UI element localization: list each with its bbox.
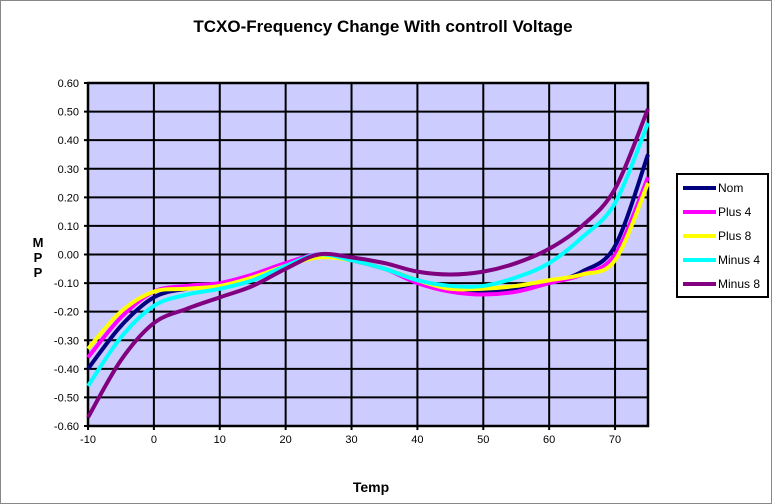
y-axis-label: MPP	[32, 235, 44, 280]
y-tick-label: -0.10	[54, 278, 79, 290]
y-tick-label: 0.30	[58, 164, 79, 176]
y-tick-label: -0.30	[54, 335, 79, 347]
x-tick-label: 0	[151, 434, 157, 446]
x-tick-label: 20	[280, 434, 292, 446]
legend-label: Minus 4	[718, 253, 760, 267]
y-tick-label: 0.50	[58, 107, 79, 119]
x-tick-label: 50	[477, 434, 489, 446]
legend-label: Plus 4	[718, 205, 752, 219]
x-axis-label: Temp	[353, 479, 389, 495]
legend-label: Nom	[718, 181, 743, 195]
x-tick-label: 10	[214, 434, 226, 446]
legend-label: Minus 8	[718, 277, 760, 291]
legend-label: Plus 8	[718, 229, 752, 243]
y-tick-label: 0.20	[58, 192, 79, 204]
x-tick-label: -10	[80, 434, 96, 446]
y-tick-label: 0.40	[58, 135, 79, 147]
x-tick-label: 30	[345, 434, 357, 446]
series-line-minus-8	[86, 107, 650, 419]
y-tick-label: -0.50	[54, 392, 79, 404]
x-tick-label: 60	[543, 434, 555, 446]
x-tick-label: 70	[609, 434, 621, 446]
series-line-minus-4	[86, 122, 650, 388]
plot-border	[86, 81, 650, 428]
y-tick-label: -0.60	[54, 421, 79, 433]
y-tick-label: -0.20	[54, 307, 79, 319]
y-tick-label: -0.40	[54, 364, 79, 376]
x-tick-label: 40	[411, 434, 423, 446]
y-tick-label: 0.00	[58, 250, 79, 262]
y-tick-label: 0.10	[58, 221, 79, 233]
y-tick-label: 0.60	[58, 78, 79, 90]
chart-title: TCXO-Frequency Change With controll Volt…	[193, 17, 572, 36]
